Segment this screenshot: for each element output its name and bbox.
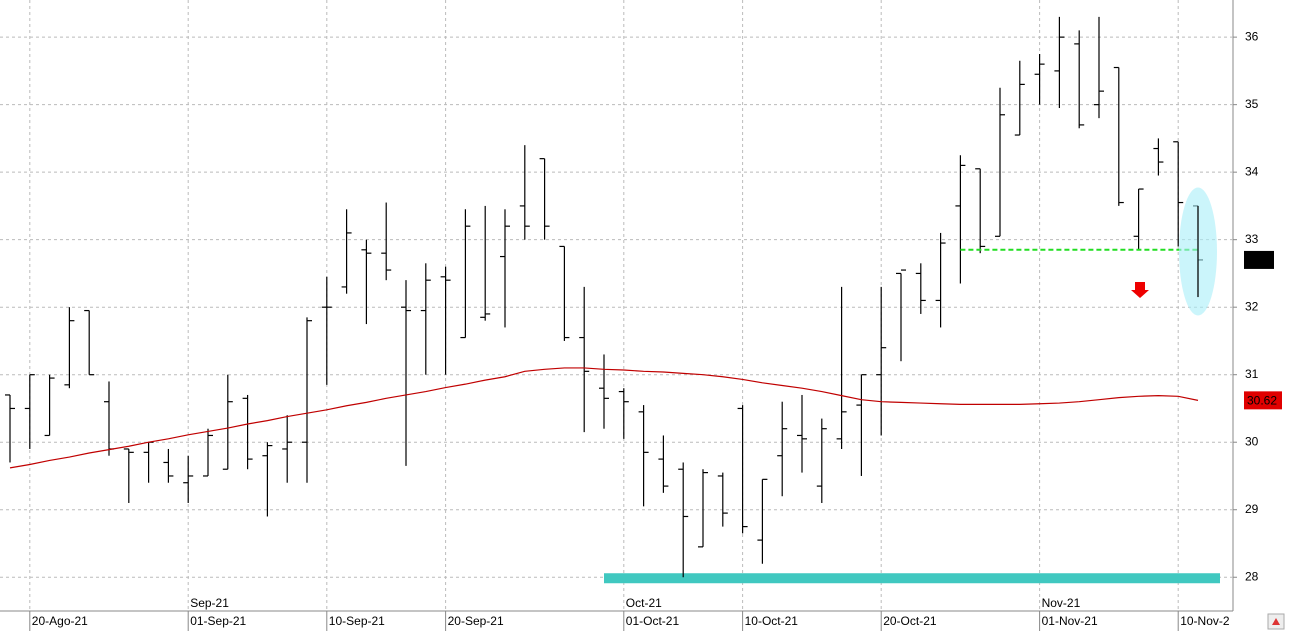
month-label: Oct-21	[626, 596, 662, 610]
x-tick-label: 20-Oct-21	[883, 614, 937, 628]
y-tick-label: 33	[1245, 232, 1259, 246]
month-label: Sep-21	[190, 596, 229, 610]
x-tick-label: 01-Sep-21	[190, 614, 246, 628]
x-tick-label: 01-Nov-21	[1042, 614, 1098, 628]
y-tick-label: 34	[1245, 164, 1259, 178]
y-tick-label: 35	[1245, 97, 1259, 111]
last-price-marker	[1244, 250, 1274, 269]
corner-icon-glyph	[1272, 618, 1280, 625]
moving-average	[9, 367, 1199, 469]
x-tick-label: 10-Sep-21	[329, 614, 385, 628]
month-label: Nov-21	[1042, 596, 1081, 610]
x-tick-label: 20-Sep-21	[448, 614, 504, 628]
x-tick-label: 10-Nov-2	[1180, 614, 1230, 628]
y-tick-label: 30	[1245, 434, 1259, 448]
x-tick-label: 20-Ago-21	[32, 614, 88, 628]
x-tick-label: 01-Oct-21	[626, 614, 680, 628]
y-tick-label: 29	[1245, 502, 1259, 516]
y-tick-label: 28	[1245, 569, 1259, 583]
down-arrow	[1131, 282, 1149, 298]
y-tick-label: 36	[1245, 29, 1259, 43]
x-axis-area	[0, 611, 1295, 631]
y-tick-label: 31	[1245, 367, 1259, 381]
y-tick-label: 32	[1245, 299, 1259, 313]
support-band	[604, 573, 1220, 584]
ma-value-label: 30.62	[1247, 394, 1277, 408]
x-tick-label: 10-Oct-21	[745, 614, 799, 628]
ma-value-box	[1244, 391, 1282, 410]
